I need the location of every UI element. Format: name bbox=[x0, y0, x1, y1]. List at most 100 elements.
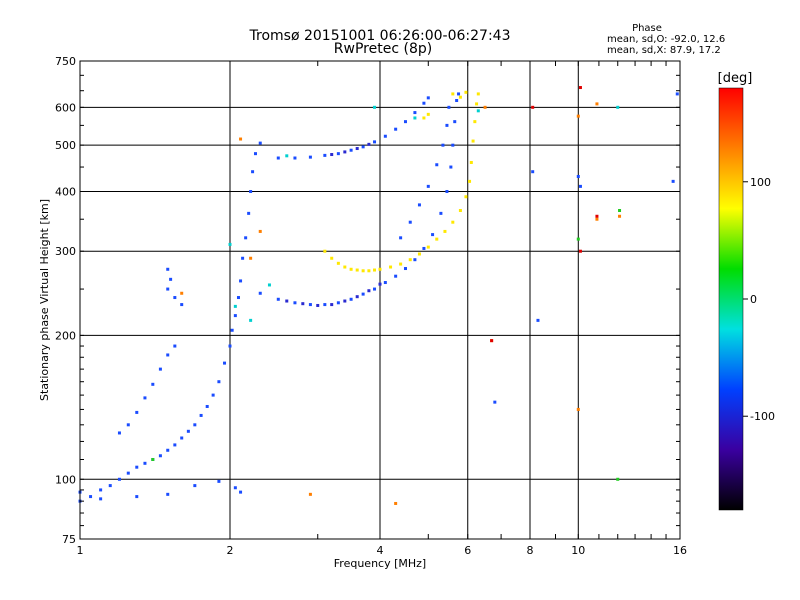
data-point bbox=[180, 303, 184, 307]
x-tick-label: 10 bbox=[571, 544, 585, 557]
data-point bbox=[399, 236, 403, 240]
data-point bbox=[455, 99, 459, 103]
data-point bbox=[536, 318, 540, 322]
x-tick-label: 16 bbox=[673, 544, 687, 557]
data-point bbox=[233, 314, 237, 318]
data-point bbox=[399, 262, 403, 266]
data-point bbox=[199, 413, 203, 417]
data-point bbox=[451, 143, 455, 147]
data-point bbox=[451, 92, 455, 96]
data-point bbox=[383, 281, 387, 285]
y-tick-label: 750 bbox=[55, 55, 76, 68]
data-point bbox=[367, 289, 371, 293]
data-point bbox=[445, 189, 449, 193]
data-point bbox=[464, 195, 468, 199]
data-point bbox=[373, 287, 377, 291]
data-point bbox=[285, 154, 289, 158]
data-point bbox=[449, 165, 453, 169]
data-point bbox=[247, 211, 251, 215]
data-point bbox=[453, 120, 457, 124]
phase-stats-x: mean, sd,X: 87.9, 17.2 bbox=[607, 45, 721, 56]
data-point bbox=[330, 153, 334, 157]
data-point bbox=[349, 148, 353, 152]
y-tick-label: 400 bbox=[55, 185, 76, 198]
data-point bbox=[394, 274, 398, 278]
x-axis-label: Frequency [MHz] bbox=[334, 557, 426, 570]
data-point bbox=[408, 220, 412, 224]
data-point bbox=[253, 152, 257, 156]
data-point bbox=[244, 236, 248, 240]
data-point bbox=[578, 184, 582, 188]
data-point bbox=[343, 265, 347, 269]
data-point bbox=[367, 142, 371, 146]
data-point bbox=[349, 267, 353, 271]
grid-lines bbox=[80, 61, 680, 539]
data-point bbox=[483, 105, 487, 109]
data-point bbox=[151, 382, 155, 386]
data-point bbox=[413, 258, 417, 262]
data-point bbox=[417, 252, 421, 256]
colorbar-ticks: 100 0 -100 bbox=[743, 176, 775, 423]
y-tick-label: 500 bbox=[55, 139, 76, 152]
chart-subtitle: RwPretec (8p) bbox=[334, 41, 432, 57]
data-point bbox=[343, 150, 347, 154]
y-tick-label: 600 bbox=[55, 101, 76, 114]
data-point bbox=[675, 92, 679, 96]
data-point bbox=[616, 477, 620, 481]
data-point bbox=[293, 301, 297, 305]
data-point bbox=[361, 269, 365, 273]
data-point bbox=[408, 258, 412, 262]
data-point bbox=[193, 484, 197, 488]
data-point bbox=[576, 407, 580, 411]
data-point bbox=[595, 102, 599, 106]
data-point bbox=[595, 217, 599, 221]
data-point bbox=[228, 242, 232, 246]
data-point bbox=[576, 174, 580, 178]
data-point bbox=[426, 184, 430, 188]
data-point bbox=[378, 267, 382, 271]
data-point bbox=[439, 211, 443, 215]
data-point bbox=[417, 203, 421, 207]
data-point bbox=[361, 145, 365, 149]
data-point bbox=[355, 147, 359, 151]
data-point bbox=[422, 116, 426, 120]
data-point bbox=[251, 170, 255, 174]
data-point bbox=[447, 105, 451, 109]
data-point bbox=[355, 268, 359, 272]
data-point bbox=[205, 404, 209, 408]
colorbar-tick-label: 100 bbox=[750, 176, 771, 189]
data-point bbox=[330, 256, 334, 260]
data-point bbox=[576, 114, 580, 118]
data-point bbox=[389, 265, 393, 269]
data-point bbox=[458, 95, 462, 99]
data-point bbox=[458, 209, 462, 213]
data-point bbox=[323, 249, 327, 253]
data-point bbox=[473, 120, 477, 124]
data-point bbox=[426, 245, 430, 249]
data-point bbox=[173, 344, 177, 348]
data-point bbox=[426, 112, 430, 116]
data-point bbox=[355, 295, 359, 299]
data-point bbox=[126, 471, 130, 475]
chart-title: Tromsø 20151001 06:26:00-06:27:43 bbox=[249, 28, 511, 44]
data-point bbox=[89, 495, 93, 499]
data-point bbox=[180, 291, 184, 295]
data-point bbox=[143, 396, 147, 400]
data-point bbox=[343, 299, 347, 303]
data-point bbox=[426, 96, 430, 100]
data-point bbox=[469, 160, 473, 164]
data-point bbox=[403, 267, 407, 271]
data-point bbox=[308, 155, 312, 159]
data-point bbox=[108, 484, 112, 488]
data-point bbox=[443, 229, 447, 233]
data-point bbox=[135, 495, 139, 499]
data-point bbox=[394, 127, 398, 131]
data-point bbox=[99, 497, 103, 501]
data-point bbox=[230, 328, 234, 332]
phase-stats-o: mean, sd,O: -92.0, 12.6 bbox=[607, 34, 725, 45]
data-point bbox=[378, 282, 382, 286]
data-point bbox=[276, 297, 280, 301]
data-point bbox=[336, 261, 340, 265]
data-point bbox=[241, 256, 245, 260]
data-point bbox=[445, 123, 449, 127]
